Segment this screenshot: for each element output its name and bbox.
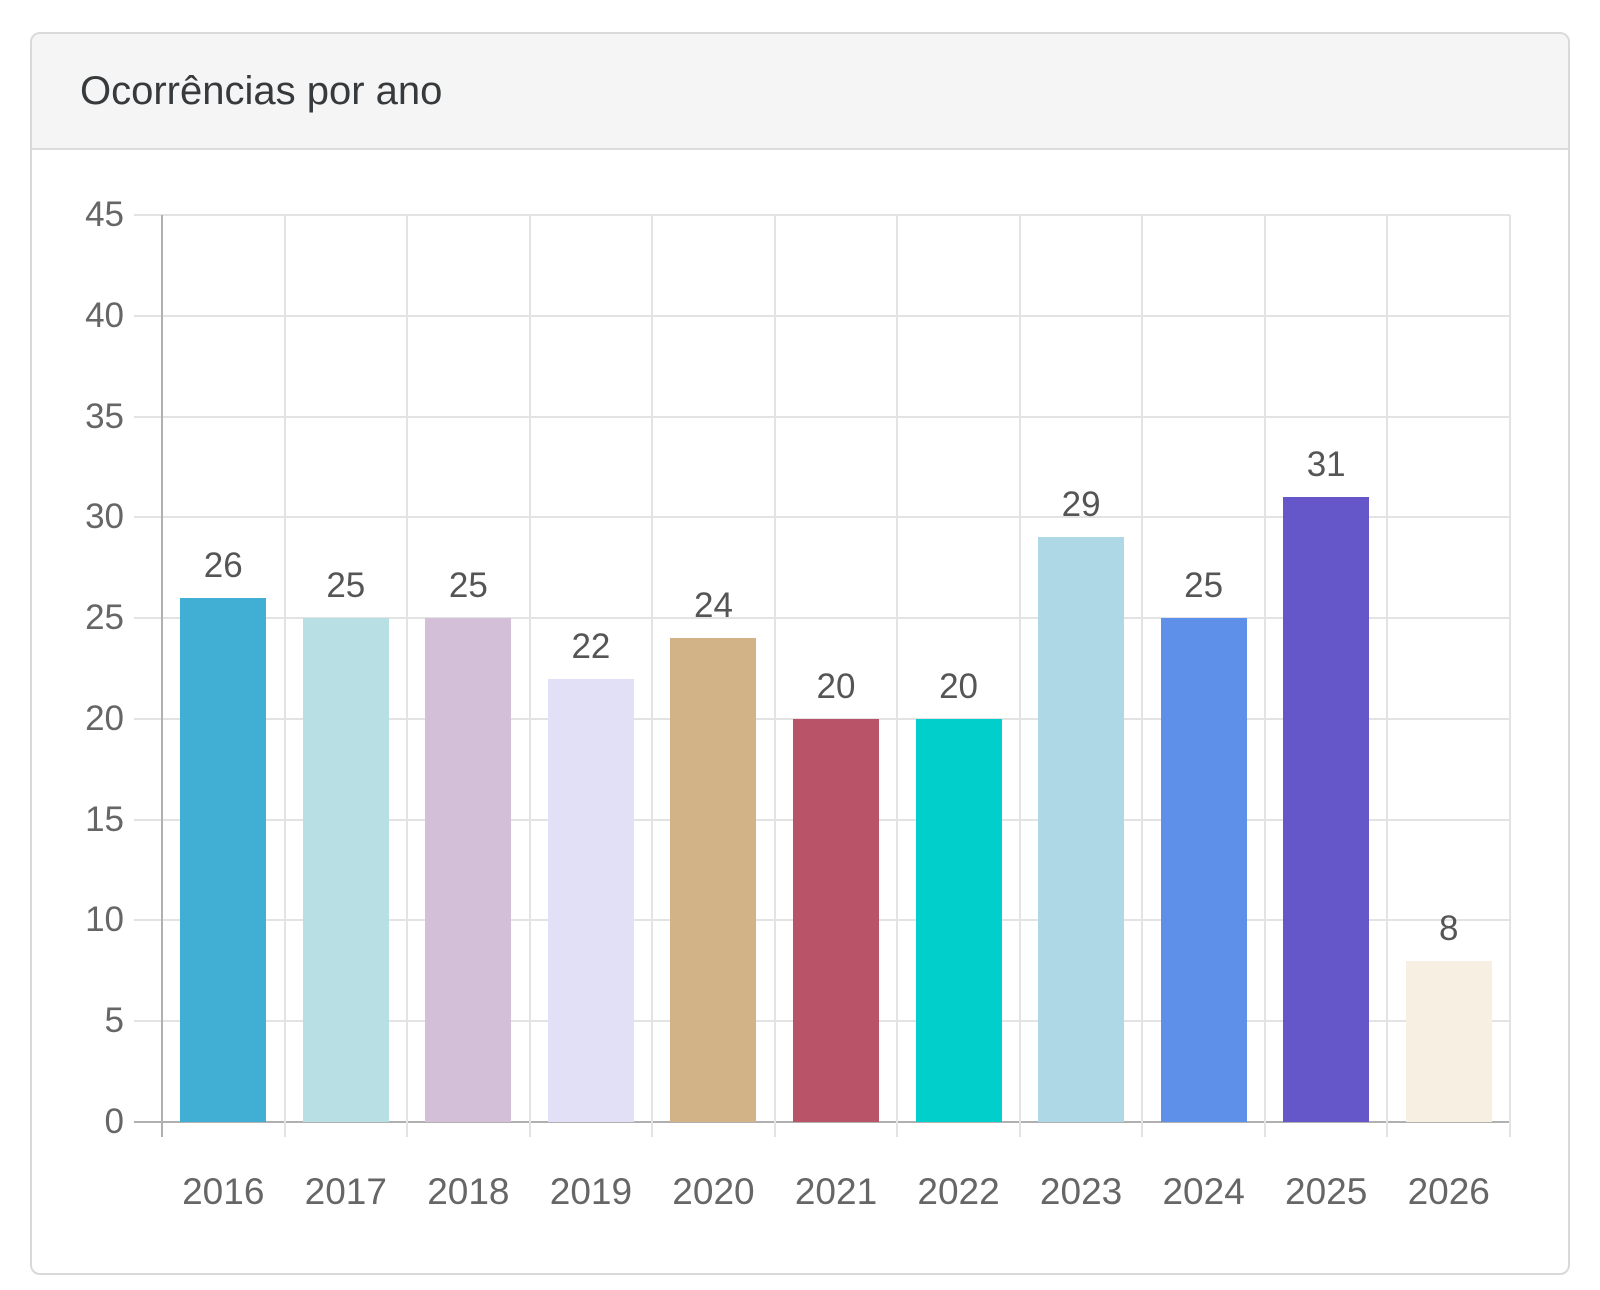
- bar-2020[interactable]: [670, 638, 757, 1122]
- y-axis-line: [161, 215, 163, 1137]
- y-tick-label: 35: [85, 396, 124, 436]
- x-tick-label: 2023: [1039, 1171, 1123, 1212]
- x-tick-label: 2020: [672, 1171, 755, 1212]
- bar-value-label: 26: [203, 545, 243, 585]
- x-gridline: [1509, 215, 1511, 1137]
- y-gridline: [134, 415, 1510, 418]
- bar-value-label: 29: [1061, 485, 1101, 525]
- bar-value-label: 31: [1306, 445, 1346, 485]
- panel-title: Ocorrências por ano: [80, 68, 443, 113]
- x-tick-label: 2022: [917, 1171, 1000, 1212]
- bar-2017[interactable]: [302, 618, 389, 1122]
- y-tick-label: 40: [85, 295, 124, 335]
- x-gridline: [283, 215, 286, 1137]
- bar-value-label: 24: [693, 586, 733, 626]
- y-gridline: [134, 516, 1510, 519]
- x-gridline: [1386, 215, 1389, 1137]
- bar-2024[interactable]: [1160, 618, 1247, 1122]
- panel-header: Ocorrências por ano: [32, 34, 1568, 150]
- panel-body: 0 5 10 15 20 25 30 35 40 45 26 2016 25 2017 25 2018 22 20…: [32, 150, 1568, 1273]
- y-gridline: [134, 617, 1510, 620]
- bar-value-label: 25: [448, 566, 488, 606]
- bar-2018[interactable]: [425, 618, 512, 1122]
- bar-value-label: 20: [816, 666, 856, 706]
- x-tick-label: 2018: [427, 1171, 510, 1212]
- bar-2026[interactable]: [1405, 960, 1492, 1122]
- x-gridline: [773, 215, 776, 1137]
- x-gridline: [1263, 215, 1266, 1137]
- y-tick-label: 30: [85, 497, 124, 537]
- x-gridline: [406, 215, 409, 1137]
- bar-2021[interactable]: [793, 718, 879, 1122]
- x-tick-label: 2019: [549, 1171, 633, 1212]
- x-axis-line: [134, 1121, 1510, 1123]
- y-tick-label: 20: [85, 698, 124, 738]
- x-gridline: [651, 215, 654, 1137]
- y-tick-label: 5: [104, 1001, 124, 1041]
- x-tick-label: 2021: [794, 1171, 878, 1212]
- y-tick-label: 0: [104, 1102, 124, 1141]
- y-tick-label: 45: [85, 195, 124, 234]
- bar-value-label: 20: [939, 666, 978, 706]
- y-tick-label: 10: [85, 900, 124, 940]
- bar-value-label: 25: [1184, 566, 1224, 606]
- bar-2016[interactable]: [180, 597, 267, 1122]
- bar-2023[interactable]: [1038, 537, 1125, 1122]
- bar-value-label: 8: [1438, 908, 1459, 948]
- bar-chart: 0 5 10 15 20 25 30 35 40 45 26 2016 25 2017 25 2018 22 20…: [32, 150, 1568, 1273]
- bar-2025[interactable]: [1283, 497, 1370, 1122]
- x-tick-label: 2026: [1407, 1171, 1490, 1212]
- x-gridline: [1018, 215, 1021, 1137]
- x-tick-label: 2025: [1285, 1171, 1368, 1212]
- x-tick-label: 2017: [304, 1171, 387, 1212]
- y-tick-label: 25: [85, 598, 124, 638]
- x-gridline: [896, 215, 899, 1137]
- x-gridline: [528, 215, 531, 1137]
- panel-card: Ocorrências por ano 0 5 10 15 20 25 30 35 40 45 26…: [30, 32, 1570, 1275]
- bar-2022[interactable]: [915, 718, 1002, 1122]
- bar-2019[interactable]: [547, 678, 634, 1122]
- x-tick-label: 2016: [182, 1171, 265, 1212]
- x-tick-label: 2024: [1162, 1171, 1245, 1212]
- y-tick-label: 15: [85, 799, 124, 839]
- x-gridline: [1141, 215, 1144, 1137]
- y-gridline: [134, 214, 1510, 216]
- bar-value-label: 25: [326, 566, 366, 606]
- y-gridline: [134, 314, 1510, 317]
- bar-value-label: 22: [571, 626, 611, 666]
